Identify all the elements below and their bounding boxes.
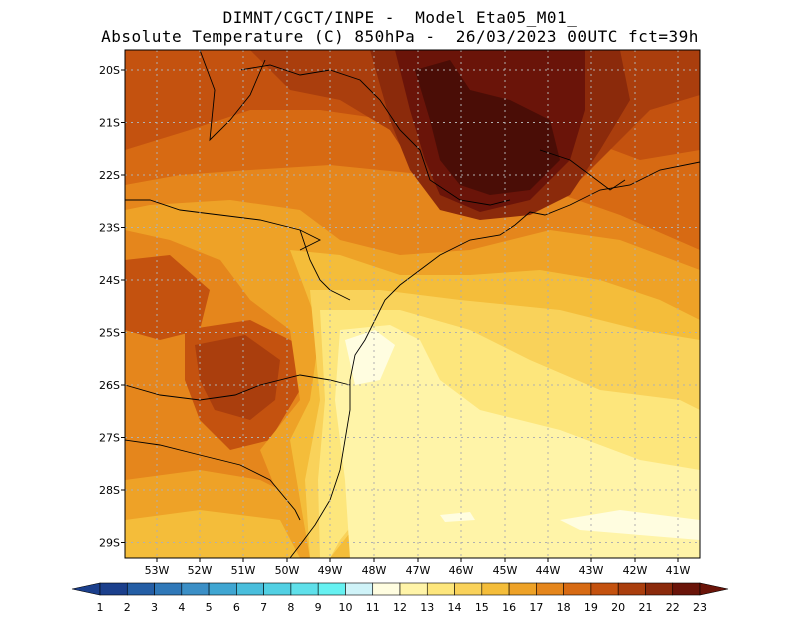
colorbar-swatch [563, 582, 592, 596]
field-11-southeast [560, 510, 700, 540]
colorbar-label: 4 [178, 601, 185, 614]
lon-label: 50W [275, 564, 300, 577]
lon-label: 42W [623, 564, 648, 577]
lon-label: 48W [362, 564, 387, 577]
colorbar-label: 12 [393, 601, 407, 614]
lon-label: 41W [666, 564, 691, 577]
field-11-south [440, 512, 475, 522]
colorbar-label: 23 [693, 601, 707, 614]
state-border-mg-sp [239, 64, 511, 206]
colorbar-right-arrow [699, 582, 729, 596]
colorbar-label: 21 [638, 601, 652, 614]
lat-label: 22S [99, 169, 120, 182]
colorbar-left-arrow [71, 582, 101, 596]
field-20-southwest [195, 335, 280, 420]
colorbar-label: 11 [366, 601, 380, 614]
colorbar-swatch [126, 582, 155, 596]
coastline [289, 161, 700, 558]
state-border-ms-pr [125, 199, 322, 251]
colorbar-swatch [208, 582, 237, 596]
colorbar-swatch [372, 582, 401, 596]
field-23-core [415, 60, 560, 195]
state-border-sp-pr [299, 229, 351, 301]
colorbar-swatch [590, 582, 619, 596]
colorbar-swatch [181, 582, 210, 596]
colorbar-swatch [508, 582, 537, 596]
colorbar: 1 2 3 4 5 6 7 8 9 10 11 12 13 14 15 16 17 18 19 20 21 22 23 [71, 582, 729, 614]
longitude-labels: 53W 52W 51W 50W 49W 48W 47W 46W 45W 44W 43W 42W 41W [145, 558, 691, 577]
colorbar-label: 7 [260, 601, 267, 614]
colorbar-label: 20 [611, 601, 625, 614]
map-frame [124, 49, 701, 559]
coastlines-and-borders [125, 50, 700, 558]
colorbar-swatch [345, 582, 374, 596]
colorbar-label: 13 [420, 601, 434, 614]
colorbar-label: 17 [529, 601, 543, 614]
colorbar-label: 14 [448, 601, 462, 614]
lon-label: 45W [493, 564, 518, 577]
lat-label: 21S [99, 117, 120, 130]
map-title-line-2: Absolute Temperature (C) 850hPa - 26/03/… [101, 27, 699, 46]
lat-label: 25S [99, 327, 120, 340]
colorbar-label: 22 [666, 601, 680, 614]
state-border-sc-rs [125, 439, 301, 521]
lat-label: 20S [99, 64, 120, 77]
colorbar-swatch [481, 582, 510, 596]
state-border-sp-rj [539, 149, 626, 191]
colorbar-label: 16 [502, 601, 516, 614]
lon-label: 46W [449, 564, 474, 577]
colorbar-swatch [426, 582, 455, 596]
colorbar-swatch [617, 582, 646, 596]
colorbar-swatch [236, 582, 264, 596]
lat-label: 27S [99, 432, 120, 445]
field-15-southwest [125, 510, 300, 558]
field-12-center [335, 325, 700, 558]
colorbar-label: 15 [475, 601, 489, 614]
colorbar-label: 19 [584, 601, 598, 614]
colorbar-label: 3 [151, 601, 158, 614]
colorbar-swatch [645, 582, 674, 596]
colorbar-label: 9 [315, 601, 322, 614]
lon-label: 52W [188, 564, 213, 577]
colorbar-swatch [399, 582, 428, 596]
lon-label: 43W [579, 564, 604, 577]
temperature-field [125, 50, 700, 558]
colorbar-label: 10 [338, 601, 352, 614]
lon-label: 44W [536, 564, 561, 577]
colorbar-label: 2 [124, 601, 131, 614]
state-border-go-mg [199, 50, 266, 142]
colorbar-swatch [154, 582, 183, 596]
lon-label: 53W [145, 564, 170, 577]
state-border-pr-sc [125, 374, 351, 401]
colorbar-label: 6 [233, 601, 240, 614]
latitude-labels: 20S 21S 22S 23S 24S 25S 26S 27S 28S 29S [99, 64, 125, 550]
lat-label: 24S [99, 274, 120, 287]
lon-label: 49W [318, 564, 343, 577]
lat-label: 28S [99, 484, 120, 497]
map-title-line-1: DIMNT/CGCT/INPE - Model Eta05_M01_ [222, 8, 578, 27]
colorbar-swatch [536, 582, 564, 596]
colorbar-swatch [672, 582, 701, 596]
lat-label: 29S [99, 537, 120, 550]
colorbar-swatch [454, 582, 483, 596]
field-11-patch [345, 330, 395, 385]
colorbar-label: 5 [206, 601, 213, 614]
field-19-west [125, 255, 210, 340]
colorbar-label: 1 [97, 601, 104, 614]
lat-label: 26S [99, 379, 120, 392]
colorbar-swatch [99, 582, 128, 596]
colorbar-swatch [317, 582, 346, 596]
colorbar-swatch [290, 582, 319, 596]
lat-label: 23S [99, 222, 120, 235]
colorbar-label: 8 [287, 601, 294, 614]
lon-label: 51W [231, 564, 256, 577]
colorbar-label: 18 [557, 601, 571, 614]
colorbar-swatch [263, 582, 292, 596]
graticule [125, 50, 700, 558]
lon-label: 47W [406, 564, 431, 577]
